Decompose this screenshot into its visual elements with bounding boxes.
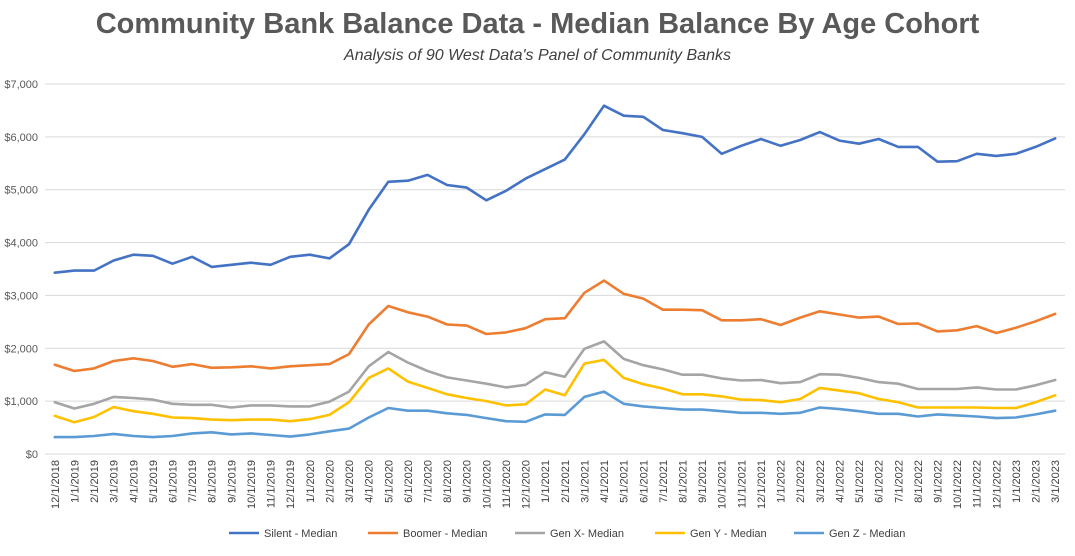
x-tick-label: 2/1/2023 [1031, 460, 1043, 503]
chart-title: Community Bank Balance Data - Median Bal… [95, 8, 980, 40]
x-tick-label: 2/1/2020 [324, 460, 336, 503]
x-tick-label: 4/1/2019 [128, 460, 140, 503]
y-tick-label: $4,000 [4, 238, 38, 250]
y-tick-label: $5,000 [4, 185, 38, 197]
x-tick-label: 6/1/2019 [168, 460, 180, 503]
x-tick-label: 11/1/2021 [736, 460, 748, 508]
x-tick-label: 1/1/2020 [305, 460, 317, 503]
x-tick-label: 9/1/2020 [462, 460, 474, 503]
series-lines [53, 104, 1057, 439]
x-tick-label: 1/1/2019 [69, 460, 81, 503]
x-tick-label: 6/1/2020 [403, 460, 415, 503]
x-tick-label: 12/1/2018 [50, 460, 62, 509]
x-tick-label: 12/1/2021 [756, 460, 768, 509]
gridlines [45, 83, 1065, 455]
x-tick-label: 10/1/2019 [246, 460, 258, 509]
x-tick-label: 3/1/2021 [579, 460, 591, 503]
x-tick-label: 3/1/2020 [344, 460, 356, 503]
y-tick-label: $6,000 [4, 132, 38, 144]
y-axis: $0 $1,000 $2,000 $3,000 $4,000 $5,000 $6,000 $7… [4, 79, 38, 461]
x-tick-label: 7/1/2021 [658, 460, 670, 503]
legend-label: Boomer - Median [403, 528, 487, 540]
x-tick-label: 11/1/2020 [501, 460, 513, 508]
x-tick-label: 6/1/2022 [874, 460, 886, 503]
x-tick-label: 2/1/2021 [560, 460, 572, 503]
x-tick-label: 4/1/2022 [834, 460, 846, 503]
x-tick-label: 11/1/2019 [266, 460, 278, 508]
series-line [53, 358, 1057, 424]
x-tick-label: 4/1/2020 [364, 460, 376, 503]
x-tick-label: 5/1/2022 [854, 460, 866, 503]
x-tick-label: 11/1/2022 [972, 460, 984, 508]
x-tick-label: 5/1/2019 [148, 460, 160, 503]
legend-label: Gen Z - Median [829, 528, 905, 540]
x-tick-label: 9/1/2021 [697, 460, 709, 503]
legend-label: Silent - Median [264, 528, 337, 540]
x-tick-label: 8/1/2019 [207, 460, 219, 503]
x-tick-label: 2/1/2019 [89, 460, 101, 503]
series-line [53, 340, 1057, 410]
x-tick-label: 7/1/2019 [187, 460, 199, 503]
x-tick-label: 10/1/2020 [481, 460, 493, 509]
x-tick-label: 3/1/2022 [815, 460, 827, 503]
series-line [53, 104, 1057, 275]
x-tick-label: 7/1/2022 [893, 460, 905, 503]
x-tick-label: 5/1/2021 [619, 460, 631, 503]
x-tick-label: 9/1/2019 [226, 460, 238, 503]
x-tick-label: 3/1/2019 [109, 460, 121, 503]
legend-label: Gen X- Median [550, 528, 624, 540]
series-line [53, 390, 1057, 439]
x-axis: 12/1/2018 1/1/2019 2/1/2019 3/1/2019 4/1/201… [50, 460, 1062, 509]
y-tick-label: $3,000 [4, 290, 38, 302]
x-tick-label: 4/1/2021 [599, 460, 611, 503]
x-tick-label: 6/1/2021 [638, 460, 650, 503]
x-tick-label: 2/1/2022 [795, 460, 807, 503]
series-line [53, 279, 1057, 373]
x-tick-label: 8/1/2020 [442, 460, 454, 503]
x-tick-label: 7/1/2020 [423, 460, 435, 503]
x-tick-label: 8/1/2021 [678, 460, 690, 503]
y-tick-label: $7,000 [4, 79, 38, 91]
y-tick-label: $2,000 [4, 343, 38, 355]
y-tick-label: $0 [26, 449, 38, 461]
x-tick-label: 1/1/2021 [540, 460, 552, 503]
x-tick-label: 8/1/2022 [913, 460, 925, 503]
x-tick-label: 12/1/2020 [521, 460, 533, 509]
x-tick-label: 12/1/2019 [285, 460, 297, 509]
x-tick-label: 1/1/2023 [1011, 460, 1023, 503]
x-tick-label: 10/1/2022 [952, 460, 964, 509]
x-tick-label: 3/1/2023 [1050, 460, 1062, 503]
y-tick-label: $1,000 [4, 396, 38, 408]
x-tick-label: 9/1/2022 [933, 460, 945, 503]
legend-label: Gen Y - Median [690, 528, 767, 540]
x-tick-label: 1/1/2022 [776, 460, 788, 503]
x-tick-label: 5/1/2020 [383, 460, 395, 503]
x-tick-label: 10/1/2021 [717, 460, 729, 509]
legend: Silent - Median Boomer - Median Gen X- Med… [229, 528, 905, 540]
chart-subtitle: Analysis of 90 West Data's Panel of Comm… [344, 47, 731, 64]
x-tick-label: 12/1/2022 [991, 460, 1003, 509]
